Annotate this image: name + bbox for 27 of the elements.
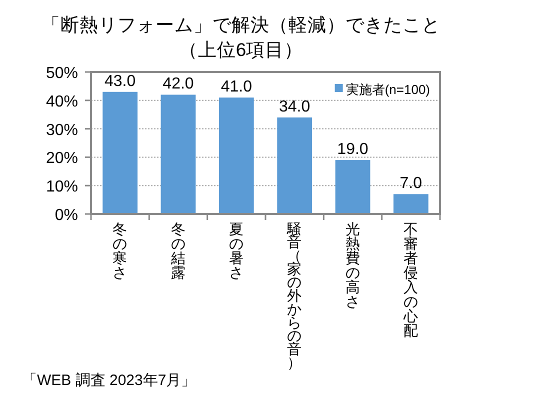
bar bbox=[218, 98, 254, 214]
data-label: 19.0 bbox=[337, 141, 368, 158]
legend: 実施者(n=100) bbox=[334, 82, 430, 97]
x-tick-label: 冬の寒さ bbox=[112, 220, 128, 282]
bar bbox=[277, 117, 312, 214]
bar bbox=[393, 194, 428, 214]
bar bbox=[160, 94, 196, 214]
x-tick-label: 夏の暑さ bbox=[228, 222, 244, 282]
x-tick-label: 光熱費の高さ bbox=[345, 220, 360, 310]
data-label: 7.0 bbox=[400, 175, 422, 192]
data-label: 43.0 bbox=[104, 72, 136, 90]
bar bbox=[102, 92, 138, 214]
text: 「WEB 調査 2023年7月」 bbox=[22, 372, 196, 389]
y-tick-label: 10% bbox=[46, 178, 78, 196]
data-label: 41.0 bbox=[220, 78, 252, 96]
y-tick-label: 20% bbox=[46, 150, 78, 168]
chart-title: 「断熱リフォーム」で解決（軽減）できたこと（上位6項目） bbox=[42, 14, 440, 60]
y-tick-label: 30% bbox=[46, 122, 78, 139]
category-label: 騒音（家の外からの音） bbox=[287, 222, 302, 372]
bar bbox=[335, 160, 370, 214]
y-tick-label: 40% bbox=[46, 93, 78, 110]
y-tick-label: 50% bbox=[46, 65, 78, 82]
x-tick-label: 不審者侵入の心配 bbox=[402, 222, 418, 340]
x-tick-label: 冬の結露 bbox=[170, 220, 186, 282]
data-label: 34.0 bbox=[279, 98, 310, 116]
data-label: 42.0 bbox=[162, 76, 194, 93]
y-tick-label: 0% bbox=[54, 207, 78, 224]
